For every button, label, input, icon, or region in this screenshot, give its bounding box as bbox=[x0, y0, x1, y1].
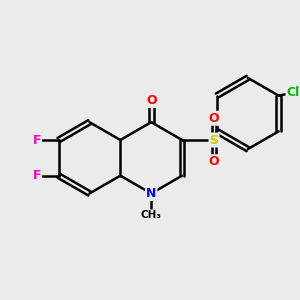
Text: S: S bbox=[209, 134, 218, 146]
Text: F: F bbox=[33, 134, 41, 146]
Text: F: F bbox=[33, 169, 41, 182]
Text: CH₃: CH₃ bbox=[141, 210, 162, 220]
Text: O: O bbox=[146, 94, 157, 107]
Text: O: O bbox=[209, 112, 219, 125]
Text: N: N bbox=[146, 187, 156, 200]
Text: Cl: Cl bbox=[286, 86, 300, 99]
Text: O: O bbox=[209, 155, 219, 168]
